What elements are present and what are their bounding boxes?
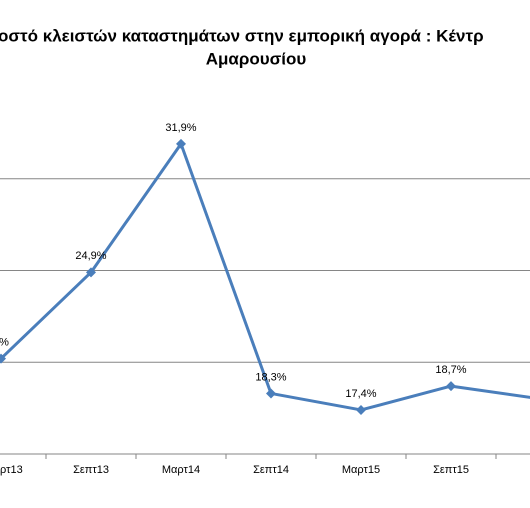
data-label: 24,9%	[75, 250, 106, 262]
marker	[86, 267, 96, 278]
marker	[266, 388, 276, 399]
x-tick-label: Σεπτ14	[253, 464, 289, 476]
x-tick-label: Μαρτ14	[162, 464, 200, 476]
data-label: 18,3%	[255, 371, 286, 383]
chart-title: Αμαρουσίου	[206, 49, 307, 68]
marker	[0, 353, 6, 364]
x-tick-label: Μαρτ15	[342, 464, 380, 476]
data-label: 2%	[0, 336, 9, 348]
data-label: 17,4%	[345, 388, 376, 400]
x-tick-label: Σεπτ15	[433, 464, 469, 476]
data-label: 31,9%	[165, 122, 196, 134]
chart-title: οστό κλειστών καταστημάτων στην εμπορική…	[0, 26, 484, 45]
marker	[176, 138, 186, 149]
marker	[356, 404, 366, 415]
marker	[446, 381, 456, 392]
x-tick-label: ρτ13	[0, 464, 23, 476]
x-tick-label: Σεπτ13	[73, 464, 109, 476]
data-label: 18,7%	[435, 364, 466, 376]
